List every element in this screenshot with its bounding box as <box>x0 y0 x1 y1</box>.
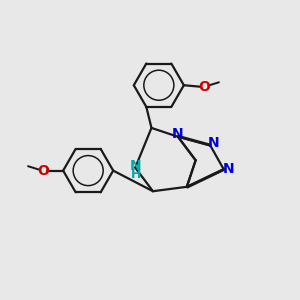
Text: N: N <box>223 162 235 176</box>
Text: N: N <box>130 159 142 173</box>
Text: N: N <box>208 136 220 150</box>
Text: O: O <box>198 80 210 94</box>
Text: O: O <box>37 164 49 178</box>
Text: H: H <box>131 168 141 181</box>
Text: N: N <box>172 127 183 141</box>
